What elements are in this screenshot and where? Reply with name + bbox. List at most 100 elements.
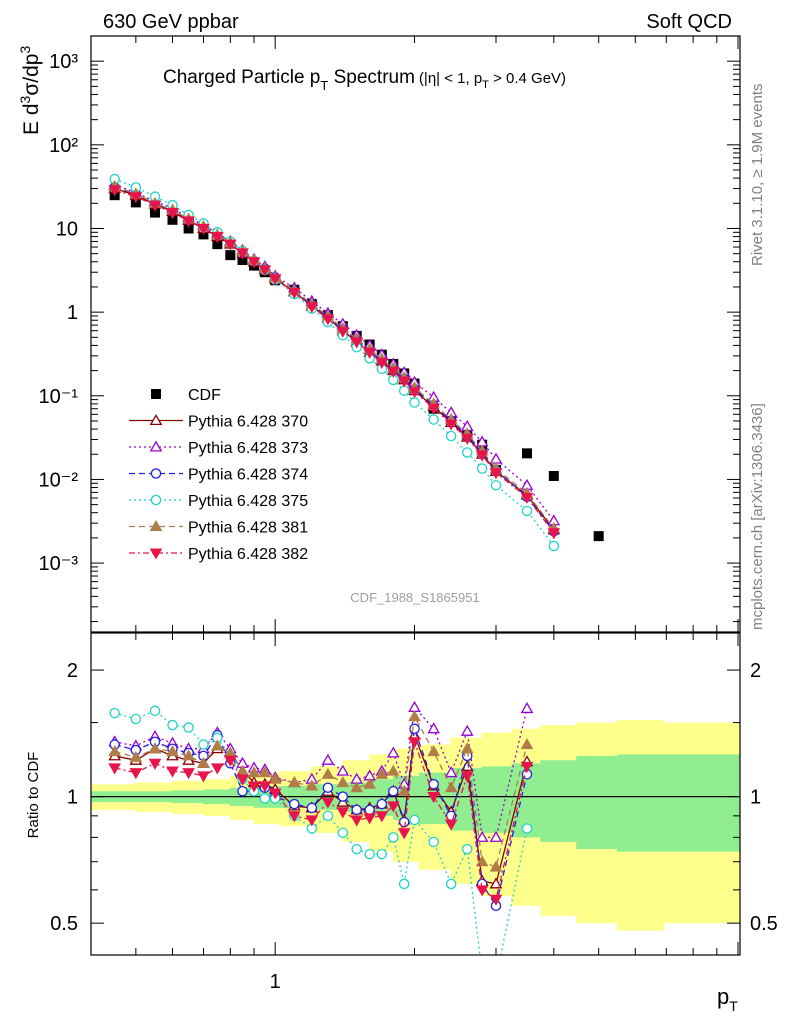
series-point	[521, 505, 533, 517]
ratio-point	[182, 768, 195, 780]
legend-swatch	[149, 519, 163, 532]
ratio-series-382	[108, 737, 534, 906]
ratio-point	[409, 723, 420, 735]
series-point	[148, 200, 162, 212]
ratio-point	[375, 811, 389, 823]
y-tick-label: 10³	[49, 51, 78, 73]
series-point	[129, 192, 143, 204]
legend-label: Pythia 6.428 381	[188, 520, 308, 537]
ratio-line	[114, 714, 528, 868]
ratio-point	[444, 781, 458, 793]
ratio-point	[376, 848, 388, 860]
series-point	[520, 492, 534, 504]
series-point	[305, 302, 319, 314]
series-point	[268, 274, 282, 286]
ratio-point	[130, 713, 142, 725]
ratio-point	[364, 848, 375, 860]
series-point	[197, 223, 210, 235]
legend-entry: Pythia 6.428 375	[129, 493, 308, 510]
ratio-point	[259, 793, 271, 804]
ratio-point	[363, 777, 376, 789]
series-point	[547, 528, 561, 540]
series-point	[445, 430, 457, 442]
plot-title: Charged Particle pT Spectrum (|η| < 1, pT…	[163, 67, 566, 93]
ratio-point	[460, 771, 474, 783]
series-point	[489, 468, 503, 480]
ratio-point	[398, 878, 410, 890]
analysis-id-label: CDF_1988_S1865951	[350, 590, 479, 605]
ratio-point	[183, 722, 194, 733]
legend-entry: Pythia 6.428 370	[129, 414, 308, 431]
ratio-point	[224, 755, 237, 767]
ratio-point	[322, 810, 334, 822]
series-point	[461, 447, 473, 458]
ratio-point	[306, 802, 318, 814]
ratio-point	[129, 768, 143, 780]
ratio-point	[149, 705, 161, 717]
ratio-point	[408, 700, 421, 712]
ratio-point	[398, 816, 410, 828]
series-point	[476, 463, 488, 474]
ratio-point	[520, 702, 534, 714]
process-label: Soft QCD	[646, 11, 732, 33]
ratio-point	[247, 766, 261, 778]
legend-label: Pythia 6.428 370	[188, 414, 308, 431]
ratio-point	[148, 742, 162, 754]
legend-entry: Pythia 6.428 373	[129, 440, 308, 457]
series-point	[375, 357, 389, 370]
ratio-point	[166, 745, 179, 757]
legend-swatch	[150, 468, 162, 479]
ratio-frame	[90, 632, 741, 956]
ratio-point	[387, 746, 400, 758]
cdf-data-point	[548, 470, 559, 481]
ratio-point	[258, 781, 272, 793]
series-point	[397, 376, 411, 388]
series-374	[109, 182, 560, 537]
uncertainty-band-inner	[91, 754, 740, 852]
ratio-point	[408, 710, 421, 722]
y-tick-label: 10⁻²	[39, 469, 79, 491]
ratio-point	[520, 738, 534, 750]
series-point	[428, 414, 439, 425]
series-line	[114, 187, 555, 531]
mcplots-label: mcplots.cern.ch [arXiv:1306.3436]	[749, 403, 766, 630]
series-point	[108, 185, 121, 197]
ratio-y-tick-label-right: 1	[750, 787, 761, 809]
series-point	[460, 433, 474, 445]
ratio-point	[258, 766, 272, 778]
ratio-point	[268, 788, 282, 800]
ratio-point	[108, 745, 121, 757]
ratio-point	[397, 828, 411, 840]
series-point	[548, 540, 560, 552]
ratio-point	[182, 749, 195, 761]
series-point	[490, 480, 502, 491]
ratio-point	[350, 781, 363, 793]
main-ylabel: E d3σ/dp3	[17, 46, 43, 135]
ratio-point	[375, 767, 389, 779]
y-tick-label: 10⁻³	[39, 553, 79, 575]
legend-entry: CDF	[151, 387, 221, 404]
series-line	[114, 185, 555, 529]
legend-entry: Pythia 6.428 382	[129, 546, 308, 563]
ratio-point	[198, 739, 209, 750]
ratio-point	[288, 776, 301, 788]
ratio-point	[445, 878, 457, 890]
x-axis-label: pT	[717, 984, 738, 1014]
legend-label: Pythia 6.428 382	[188, 546, 308, 563]
cdf-data-point	[183, 223, 194, 234]
series-370	[108, 182, 561, 535]
legend-swatch	[151, 389, 161, 399]
ratio-point	[489, 894, 503, 906]
y-tick-label: 10⁻¹	[39, 386, 79, 408]
ratio-point	[491, 974, 500, 983]
legend-entry: Pythia 6.428 374	[129, 467, 308, 484]
ratio-point	[409, 814, 420, 826]
ratio-point	[336, 807, 350, 819]
legend-swatch	[149, 440, 163, 452]
ratio-line	[114, 705, 528, 839]
ratio-point	[444, 819, 458, 831]
ratio-point	[321, 753, 335, 765]
cdf-data-point	[521, 448, 532, 459]
ratio-ylabel: Ratio to CDF	[25, 752, 42, 839]
